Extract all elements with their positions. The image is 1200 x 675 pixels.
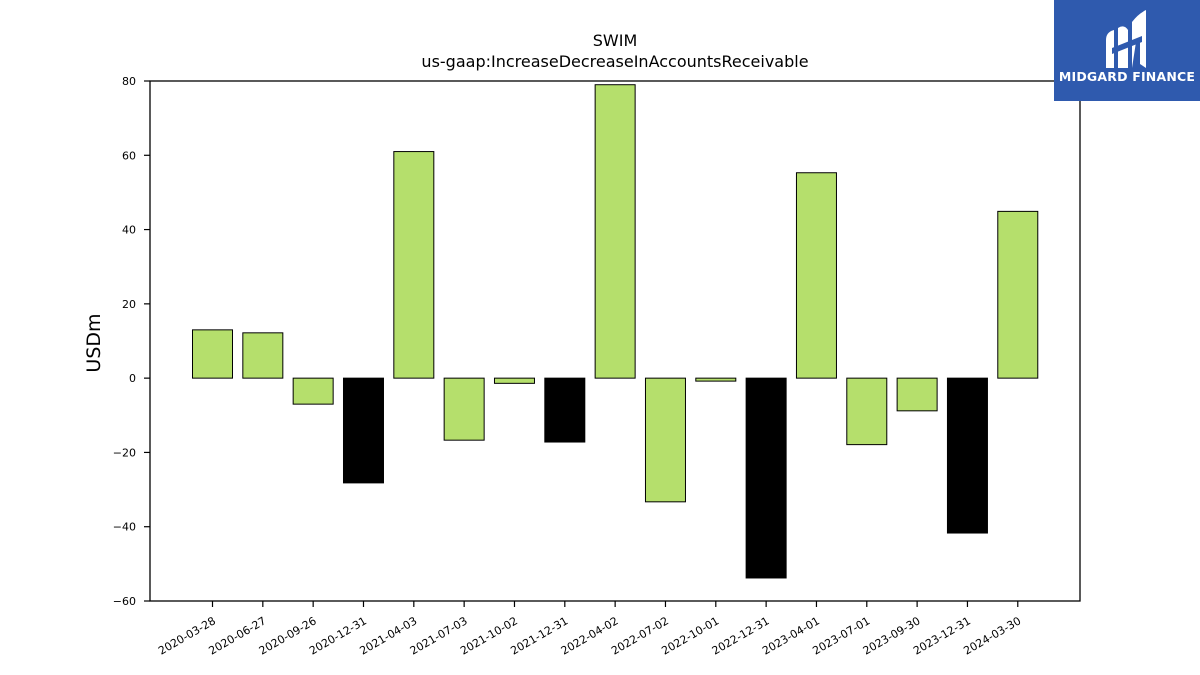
- bar-2022-04-02: [594, 84, 636, 379]
- chart-title: SWIM: [592, 31, 638, 50]
- brand-logo: MIDGARD FINANCE: [1054, 0, 1200, 101]
- bar-2023-04-01: [795, 172, 837, 379]
- y-tick-label: 20: [122, 298, 136, 311]
- bar-2020-12-31: [342, 377, 384, 484]
- y-tick-label: 60: [122, 149, 136, 162]
- bar-2021-12-31: [544, 377, 586, 443]
- bar-2022-12-31: [745, 377, 787, 579]
- midgard-logo-icon: [1106, 10, 1146, 68]
- bar-2020-06-27: [242, 332, 284, 379]
- bar-2020-09-26: [292, 377, 334, 405]
- bar-2021-10-02: [493, 377, 535, 384]
- x-tick-label: 2024-03-30: [961, 614, 1023, 657]
- bar-2023-12-31: [946, 377, 988, 534]
- bar-2022-10-01: [695, 377, 737, 382]
- bar-2022-07-02: [644, 377, 686, 503]
- bar-2021-07-03: [443, 377, 485, 441]
- bar-2024-03-30: [997, 210, 1039, 379]
- y-tick-label: 80: [122, 75, 136, 88]
- y-tick-label: 40: [122, 224, 136, 237]
- bar-2023-09-30: [896, 377, 938, 412]
- bar-2020-03-28: [192, 329, 233, 379]
- y-tick-label: −20: [113, 446, 136, 459]
- y-tick-label: −60: [113, 595, 136, 608]
- chart-subtitle: us-gaap:IncreaseDecreaseInAccountsReceiv…: [421, 52, 809, 71]
- brand-name: MIDGARD FINANCE: [1058, 69, 1196, 84]
- y-tick-label: 0: [129, 372, 136, 385]
- bar-2023-07-01: [846, 377, 888, 446]
- y-tick-label: −40: [113, 521, 136, 534]
- y-axis-label: USDm: [83, 313, 105, 372]
- bar-2021-04-03: [393, 151, 435, 379]
